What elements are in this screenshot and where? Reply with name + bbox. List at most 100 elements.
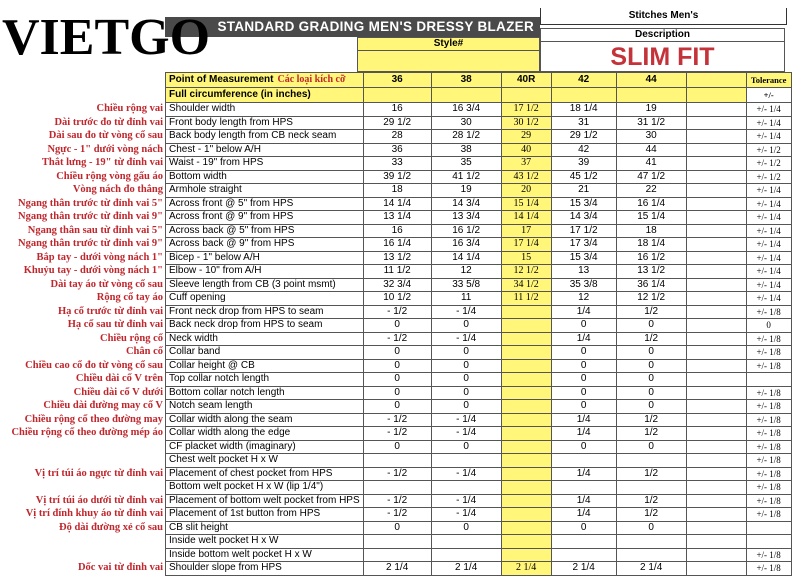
size-value-cell: 0 [430,345,502,360]
tolerance-cell: +/- 1/2 [745,169,792,184]
measurement-name: CF placket width (imaginary) [165,439,364,454]
size-value-cell: 14 1/4 [500,210,552,225]
vietnamese-label: Dài tay áo từ vòng cổ sau [50,278,163,290]
measurement-name: Placement of 1st button from HPS [165,507,364,522]
size-value-cell [685,142,747,157]
size-value-cell [430,547,502,562]
size-value-cell: 28 [362,129,432,144]
size-value-cell: 18 1/4 [550,102,617,117]
tolerance-cell: +/- 1/8 [745,561,792,576]
size-value-cell [685,115,747,130]
size-value-cell: 16 1/4 [615,196,687,211]
measurement-row: Sleeve length from CB (3 point msmt) 32 3… [165,277,792,292]
size-header-row: Point of Measurement Các loại kích cỡ 36 … [165,72,792,88]
measurement-row: Across back @ 5" from HPS 16 16 1/2 17 17 1/… [165,223,792,238]
size-value-cell [500,493,552,508]
tolerance-cell: +/- 1/8 [745,439,792,454]
size-value-cell: 28 1/2 [430,129,502,144]
size-value-cell: 13 3/4 [430,210,502,225]
size-value-cell [685,102,747,117]
size-value-cell: 16 3/4 [430,237,502,252]
vietnamese-label: Chiều rộng cổ theo đường may [24,413,163,425]
empty-cell [430,87,502,103]
size-value-cell: 0 [615,318,687,333]
size-value-cell: 18 [362,183,432,198]
size-value-cell: 11 [430,291,502,306]
size-value-cell: 13 1/4 [362,210,432,225]
measurement-name: Shoulder slope from HPS [165,561,364,576]
size-42-header: 42 [550,72,617,88]
size-value-cell [500,372,552,387]
tolerance-cell: +/- 1/4 [745,183,792,198]
size-value-cell: - 1/4 [430,412,502,427]
measurement-name: Back neck drop from HPS to seam [165,318,364,333]
measurement-name: Placement of bottom welt pocket from HPS [165,493,364,508]
vietnamese-label: Chiều rộng vai [96,103,163,114]
empty-cell [550,87,617,103]
size-value-cell [685,493,747,508]
size-value-cell [685,210,747,225]
size-value-cell: 0 [550,358,617,373]
size-value-cell [685,169,747,184]
size-value-cell [500,385,552,400]
size-value-cell: 21 [550,183,617,198]
pom-header: Point of Measurement Các loại kích cỡ [165,72,364,88]
size-value-cell: 0 [550,385,617,400]
size-value-cell: - 1/4 [430,331,502,346]
size-value-cell: 0 [430,358,502,373]
tolerance-cell: +/- 1/4 [745,250,792,265]
size-value-cell: 14 3/4 [430,196,502,211]
size-40r-header: 40R [500,72,552,88]
measurement-row: Chest welt pocket H x W +/- 1/8 [165,453,792,468]
size-value-cell [685,129,747,144]
size-value-cell [615,547,687,562]
size-38-header: 38 [430,72,502,88]
vietnamese-label: Chân cổ [125,346,163,357]
size-value-cell [550,547,617,562]
tolerance-cell: +/- 1/4 [745,264,792,279]
size-value-cell: 0 [362,345,432,360]
size-value-cell: 0 [430,439,502,454]
measurement-name: Collar band [165,345,364,360]
size-value-cell: 32 3/4 [362,277,432,292]
size-value-cell [500,507,552,522]
size-value-cell: - 1/2 [362,331,432,346]
measurement-name: Chest - 1" below A/H [165,142,364,157]
vietnamese-label: Vị trí đính khuy áo từ đỉnh vai [25,508,163,519]
tolerance-cell: +/- 1/8 [745,493,792,508]
tolerance-cell: +/- 1/8 [745,466,792,481]
size-value-cell: 1/2 [615,507,687,522]
measurement-row: Collar width along the seam - 1/2- 1/4 1/4… [165,412,792,427]
size-value-cell: 11 1/2 [500,291,552,306]
measurement-row: Neck width - 1/2- 1/4 1/4 1/2 +/- 1/8 [165,331,792,346]
size-value-cell: 35 [430,156,502,171]
size-value-cell [500,534,552,549]
size-value-cell: 0 [615,358,687,373]
size-value-cell: 0 [430,318,502,333]
measurement-row: Back body length from CB neck seam 28 28 1… [165,129,792,144]
size-value-cell: 2 1/4 [615,561,687,576]
tolerance-cell: +/- 1/2 [745,142,792,157]
size-value-cell: 2 1/4 [550,561,617,576]
size-value-cell [685,372,747,387]
size-value-cell: 2 1/4 [430,561,502,576]
size-value-cell: 19 [615,102,687,117]
vietnamese-label: Chiều dài đường may cổ V [43,400,163,411]
measurement-name: Bottom welt pocket H x W (lip 1/4") [165,480,364,495]
measurement-name: Bottom width [165,169,364,184]
size-value-cell: 16 1/2 [430,223,502,238]
measurement-name: Cuff opening [165,291,364,306]
tolerance-cell: 0 [745,318,792,333]
measurement-name: Elbow - 10" from A/H [165,264,364,279]
vietnamese-label: Dốc vai từ đỉnh vai [77,562,163,573]
vietnamese-label: Thắt lưng - 19" từ đỉnh vai [41,157,163,168]
size-value-cell: 0 [430,399,502,414]
size-value-cell: 38 [430,142,502,157]
tolerance-cell [745,372,792,387]
size-value-cell [500,345,552,360]
size-value-cell: 14 3/4 [550,210,617,225]
measurement-name: Across front @ 5" from HPS [165,196,364,211]
size-value-cell: 30 [430,115,502,130]
size-value-cell: 15 1/4 [615,210,687,225]
vietnamese-label: Dài sau đo từ vòng cổ sau [48,130,163,141]
